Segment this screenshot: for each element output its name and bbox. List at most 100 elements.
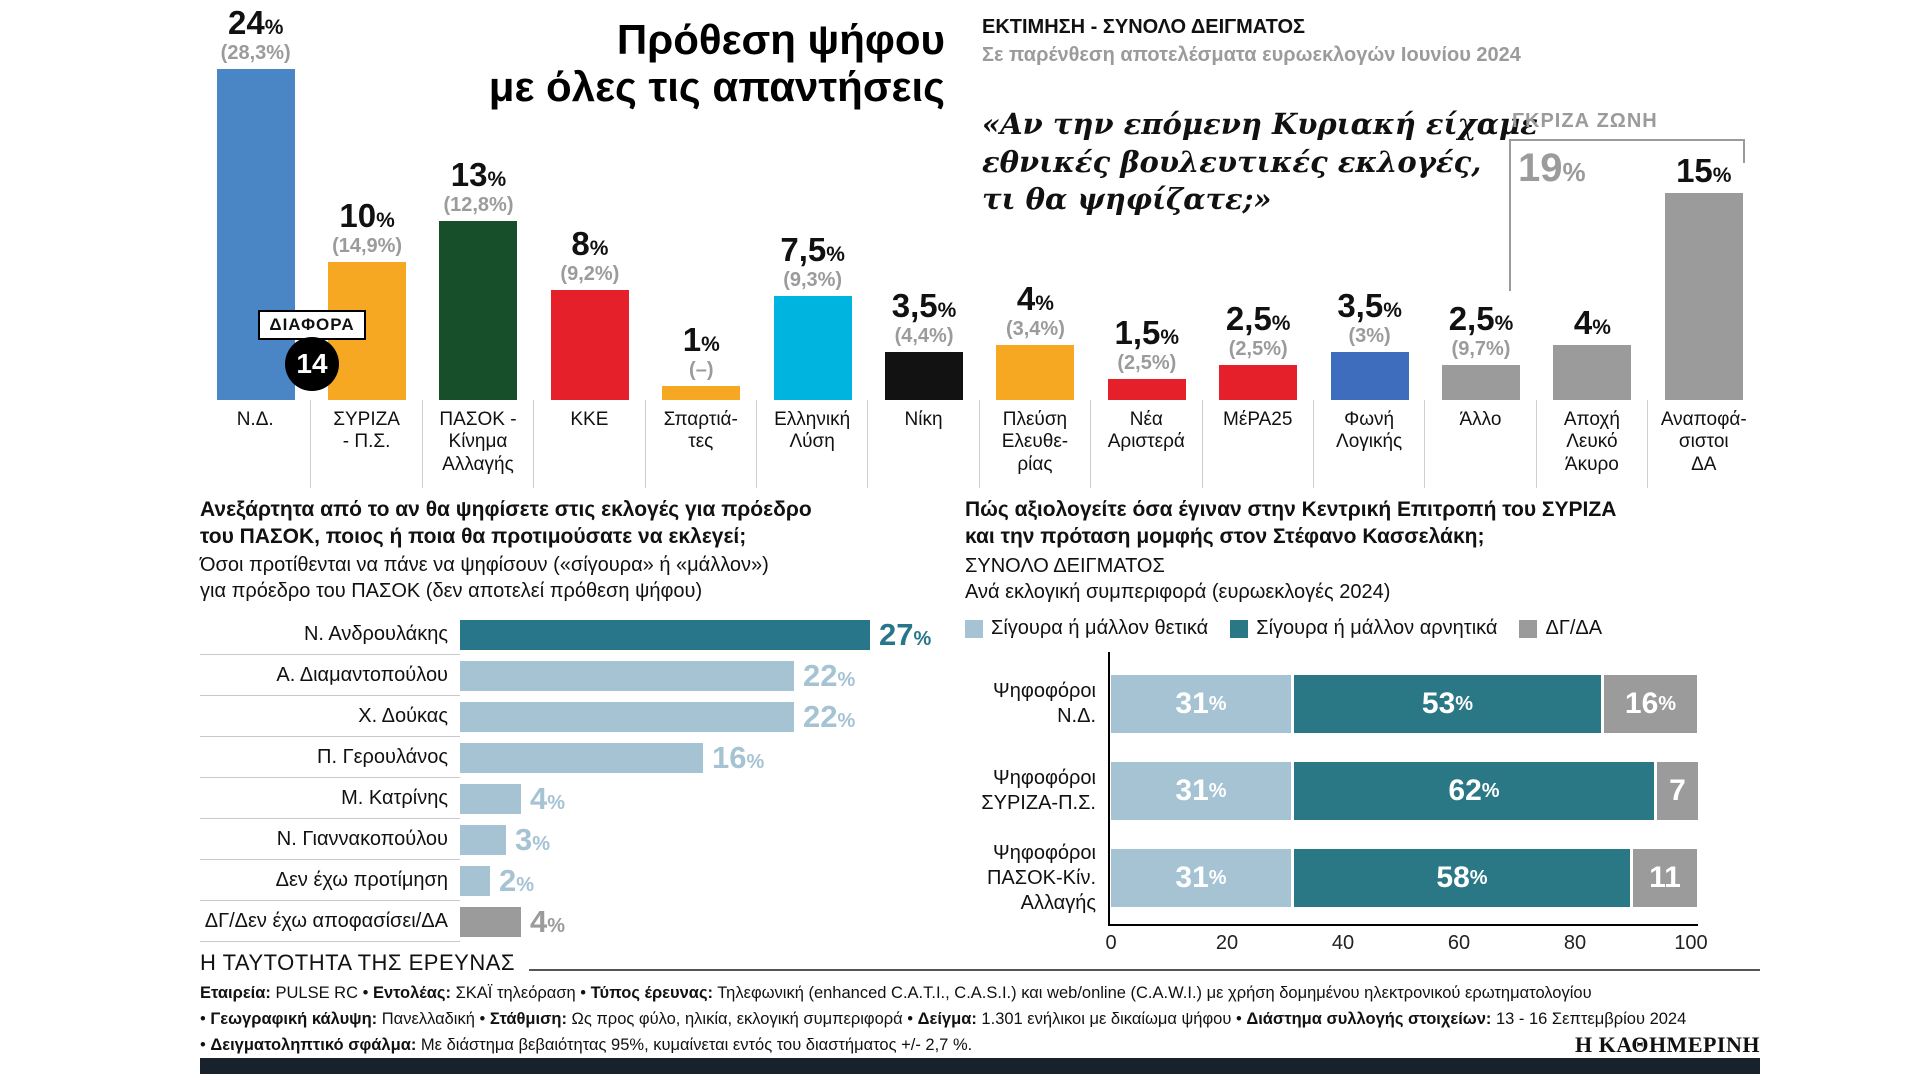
bar-value-labels: 15% (1676, 154, 1731, 187)
party-bar (1107, 379, 1186, 400)
value-number: 4 (530, 904, 548, 940)
bar-value-label: 1,5% (1115, 316, 1180, 349)
percent-sign: % (1160, 326, 1180, 349)
pasok-president-chart: Ανεξάρτητα από το αν θα ψηφίσετε στις εκ… (200, 497, 980, 943)
candidate-row: Χ. Δούκας 22% (200, 696, 980, 738)
value-number: 3 (515, 822, 533, 858)
pasok-chart-subtitle: Όσοι προτίθενται να πάνε να ψηφίσουν («σ… (200, 554, 769, 602)
party-column: 4% Αποχή Λευκό Άκυρο (1537, 0, 1649, 488)
bar-stack: 4% (3,4%) (980, 0, 1091, 400)
bar-stack: 3,5% (4,4%) (868, 0, 979, 400)
value-number: 11 (1649, 861, 1681, 894)
candidate-row: ΔΓ/Δεν έχω αποφασίσει/ΔΑ 4% (200, 901, 980, 943)
voter-group-label: Ψηφοφόροι ΠΑΣΟΚ-Κίν. Αλλαγής (986, 841, 1096, 914)
page-title: Πρόθεση ψήφου με όλες τις απαντήσεις (455, 16, 945, 110)
stacked-bar: 31% 53% 16% (1111, 675, 1697, 733)
bar-stack: 13% (12,8%) (423, 0, 534, 400)
value-number: 16 (712, 740, 747, 776)
segment-positive: 31% (1111, 675, 1291, 733)
party-name-label: Άλλο (1425, 400, 1537, 488)
candidate-rows: Ν. Ανδρουλάκης 27% Α. Διαμαντοπούλου 22% Χ. … (200, 614, 980, 943)
value-number: 13 (450, 156, 488, 193)
candidate-row: Δεν έχω προτίμηση 2% (200, 860, 980, 902)
estimate-subheader: Σε παρένθεση αποτελέσματα ευρωεκλογών Ιο… (982, 44, 1521, 66)
party-name-label: ΚΚΕ (534, 400, 646, 488)
candidate-value-label: 22% (803, 701, 855, 732)
previous-result-label: (12,8%) (443, 194, 514, 216)
x-axis-ticks: 0 20 40 60 80 100 (1105, 932, 1707, 956)
legend-label-dk: ΔΓ/ΔΑ (1545, 617, 1603, 640)
percent-sign: % (1658, 693, 1677, 715)
bar-value-label: 24% (221, 6, 291, 39)
x-tick-label: 80 (1563, 932, 1587, 954)
candidate-name-label: ΔΓ/Δεν έχω αποφασίσει/ΔΑ (200, 901, 460, 943)
percent-sign: % (1035, 292, 1054, 315)
bar-stack: 4% (1537, 0, 1648, 400)
legend-swatch-positive (965, 619, 983, 638)
previous-result-label: (4,4%) (894, 325, 954, 347)
party-name-label: Ελληνική Λύση (757, 400, 869, 488)
candidate-value-label: 22% (803, 660, 855, 691)
text-segment: • (200, 1036, 211, 1054)
previous-result-label: (14,9%) (332, 235, 403, 257)
text-segment: Εντολέας: (372, 984, 451, 1002)
text-segment: Στάθμιση: (489, 1010, 567, 1028)
value-number: 53 (1421, 687, 1456, 720)
candidate-name-label: Μ. Κατρίνης (200, 778, 460, 820)
value-number: 1,5 (1114, 314, 1161, 351)
value-number: 4 (1573, 304, 1593, 341)
value-number: 27 (879, 617, 914, 653)
vote-intention-chart: 24% (28,3%) Ν.Δ. 10% (14,9%) ΣΥΡΙΖΑ - Π.Σ. 13%… (200, 0, 1760, 488)
candidate-name-label: Χ. Δούκας (200, 696, 460, 738)
previous-result-label: (28,3%) (220, 42, 291, 64)
value-number: 7,5 (780, 231, 827, 268)
candidate-bar (460, 906, 521, 937)
text-segment: Πανελλαδική • (377, 1010, 490, 1028)
party-column: 15% Αναποφά- σιστοι ΔΑ (1648, 0, 1759, 488)
text-segment: PULSE RC • (270, 984, 373, 1002)
bar-stack: 2,5% (9,7%) (1425, 0, 1536, 400)
methodology-rule (528, 969, 1760, 971)
legend-item-dk: ΔΓ/ΔΑ (1519, 617, 1602, 640)
value-number: 7 (1669, 774, 1686, 807)
segment-dk: 16% (1604, 675, 1697, 733)
percent-sign: % (1271, 312, 1291, 335)
candidate-row: Ν. Γιαννακοπούλου 3% (200, 819, 980, 861)
gray-zone-percent-sign: % (1562, 157, 1586, 187)
party-name-label: Φωνή Λογικής (1314, 400, 1426, 488)
percent-sign: % (1383, 299, 1402, 322)
value-number: 31 (1175, 687, 1209, 720)
party-bar (1664, 193, 1743, 400)
syriza-evaluation-chart: Πώς αξιολογείτε όσα έγιναν στην Κεντρική… (965, 497, 1765, 640)
previous-result-label: (3,4%) (1005, 318, 1065, 340)
syriza-chart-subtitle1: ΣΥΝΟΛΟ ΔΕΙΓΜΑΤΟΣ (965, 555, 1165, 578)
percent-sign: % (746, 751, 765, 774)
percent-sign: % (1208, 867, 1227, 889)
text-segment: • (200, 1010, 211, 1028)
party-column: 24% (28,3%) Ν.Δ. (200, 0, 312, 488)
text-segment: 13 - 16 Σεπτεμβρίου 2024 (1491, 1010, 1687, 1028)
candidate-value-label: 4% (530, 906, 565, 937)
percent-sign: % (1494, 312, 1514, 335)
percent-sign: % (913, 628, 932, 651)
party-column: 4% (3,4%) Πλεύση Ελευθε- ρίας (980, 0, 1092, 488)
evaluation-row: Ψηφοφόροι ΣΥΡΙΖΑ-Π.Σ. 31% 62% 7 (870, 762, 1730, 820)
candidate-value-label: 4% (530, 783, 565, 814)
segment-negative: 58% (1294, 849, 1630, 907)
gray-zone-bracket-right (1743, 139, 1745, 163)
percent-sign: % (1208, 693, 1227, 715)
gray-zone-bracket-top (1509, 139, 1745, 141)
percent-sign: % (701, 333, 720, 356)
party-bar (439, 221, 518, 400)
segment-positive: 31% (1111, 849, 1291, 907)
percent-sign: % (516, 874, 535, 897)
percent-sign: % (1469, 867, 1488, 889)
value-number: 3,5 (1337, 287, 1384, 324)
candidate-name-label: Ν. Ανδρουλάκης (200, 614, 460, 656)
candidate-name-label: Α. Διαμαντοπούλου (200, 655, 460, 697)
bar-value-labels: 10% (14,9%) (332, 199, 402, 256)
bar-value-labels: 2,5% (9,7%) (1449, 302, 1514, 359)
text-segment: Τηλεφωνική (enhanced C.A.T.I., C.A.S.I.)… (713, 984, 1592, 1002)
bar-value-label: 7,5% (780, 233, 845, 266)
